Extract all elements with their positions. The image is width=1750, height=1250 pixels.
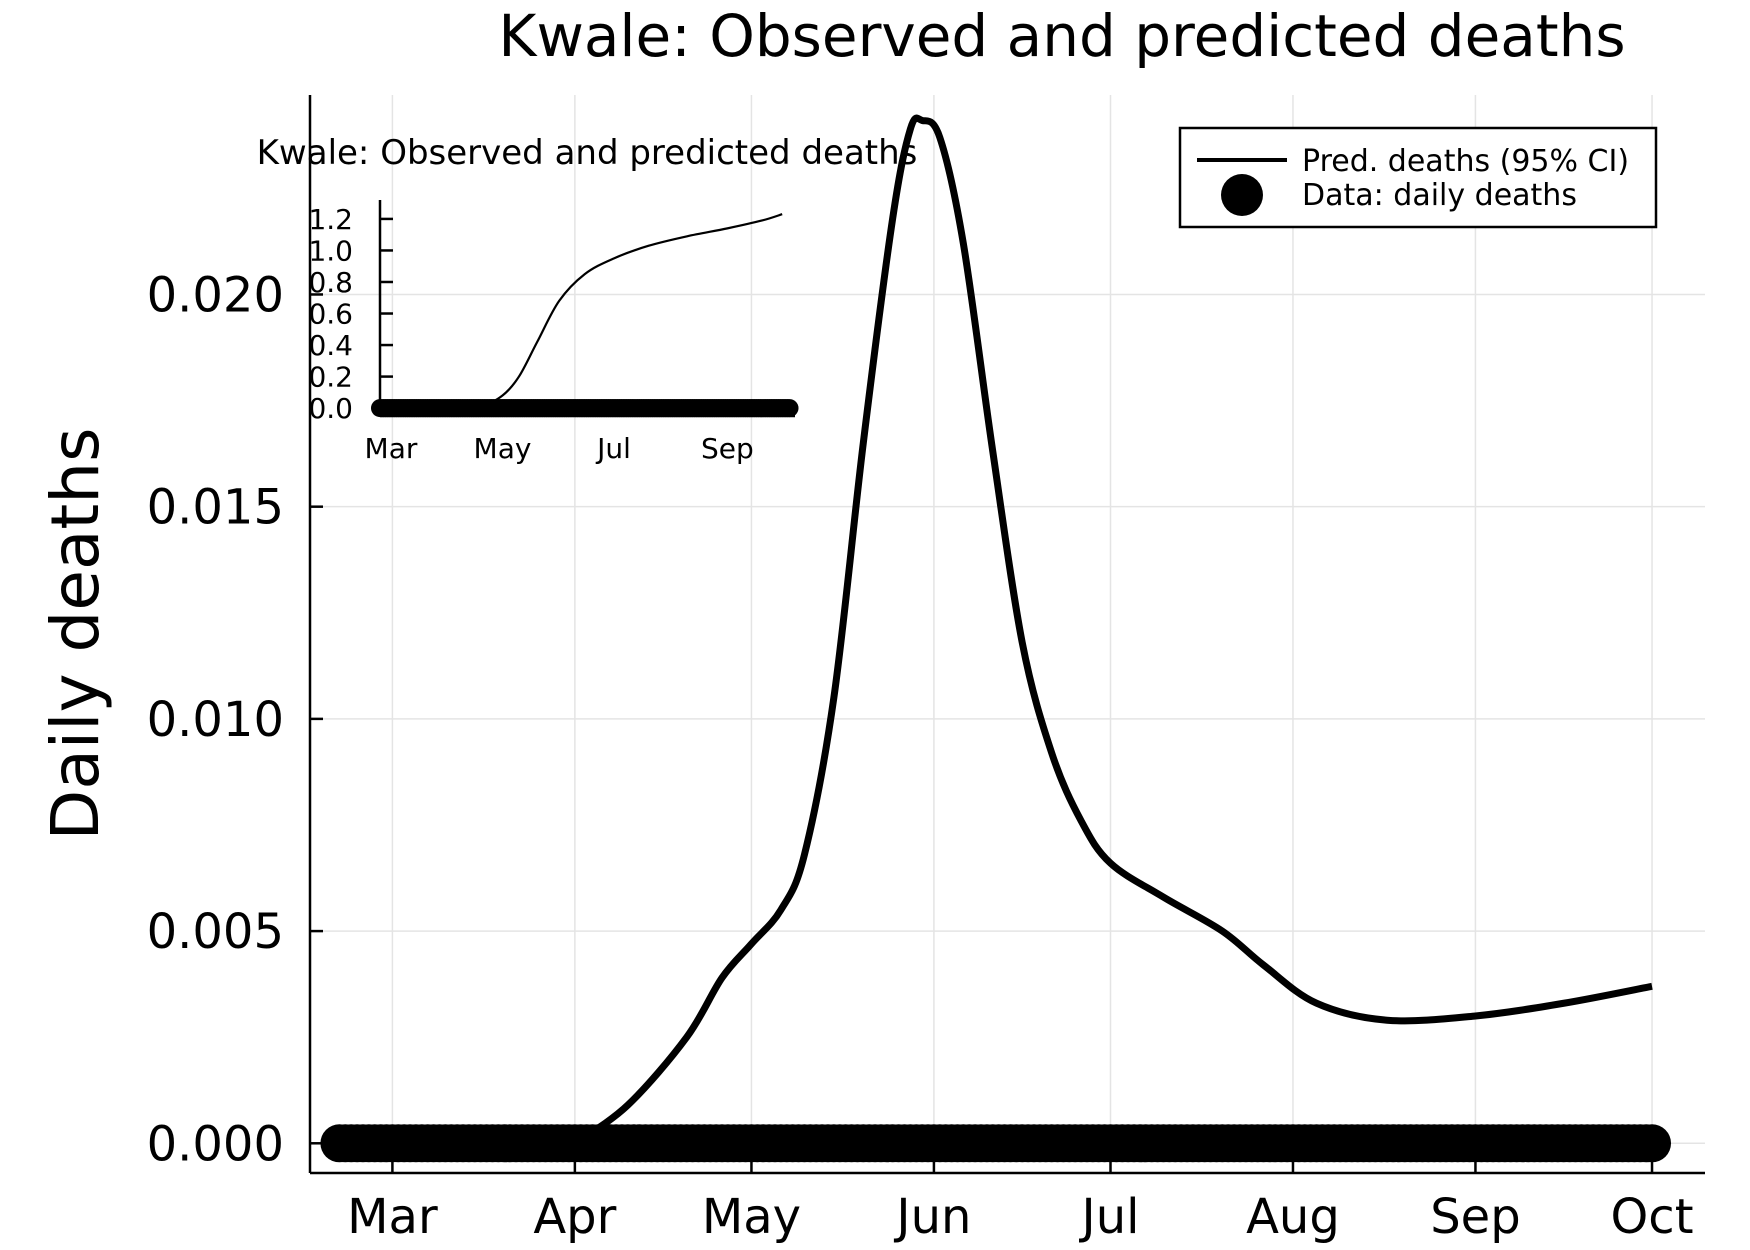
inset-y-tick-label-5: 1.0 bbox=[308, 234, 353, 267]
inset-y-tick-label-1: 0.2 bbox=[308, 361, 353, 394]
x-tick-label-sep: Sep bbox=[1430, 1189, 1520, 1245]
inset-x-tick-label-mar: Mar bbox=[365, 432, 418, 465]
inset-y-tick-label-0: 0.0 bbox=[308, 392, 353, 425]
inset-y-tick-label-6: 1.2 bbox=[308, 203, 353, 236]
chart-title: Kwale: Observed and predicted deaths bbox=[498, 2, 1625, 70]
legend: Pred. deaths (95% CI)Data: daily deaths bbox=[1178, 126, 1658, 229]
y-axis-label: Daily deaths bbox=[37, 427, 114, 840]
x-tick-label-jun: Jun bbox=[893, 1189, 971, 1245]
inset-y-tick-label-3: 0.6 bbox=[308, 298, 353, 331]
predicted-deaths-line bbox=[572, 114, 1653, 1147]
y-tick-label-0: 0.000 bbox=[147, 1116, 284, 1172]
legend-marker-swatch bbox=[1221, 174, 1263, 216]
main-plot: Mar Apr May Jun Jul Aug Sep Oct 0.000 0.005 0.010 0… bbox=[37, 2, 1705, 1245]
inset-plot: Mar May Jul Sep 0.00.20.40.60.81.01.2 Kwale: … bbox=[257, 133, 918, 465]
inset-data-point-224 bbox=[780, 399, 799, 418]
inset-observed-points bbox=[371, 399, 799, 418]
observed-deaths-points bbox=[320, 1124, 1672, 1163]
inset-x-tick-label-jul: Jul bbox=[595, 432, 631, 465]
inset-y-tick-label-2: 0.4 bbox=[308, 329, 353, 362]
legend-box bbox=[1178, 126, 1658, 229]
x-tick-label-aug: Aug bbox=[1246, 1189, 1340, 1245]
x-tick-label-apr: Apr bbox=[533, 1189, 616, 1245]
y-tick-label-4: 0.020 bbox=[147, 267, 284, 323]
x-tick-label-mar: Mar bbox=[347, 1189, 438, 1245]
inset-x-tick-label-may: May bbox=[474, 432, 532, 465]
inset-title: Kwale: Observed and predicted deaths bbox=[257, 133, 918, 173]
x-tick-label-may: May bbox=[702, 1189, 801, 1245]
legend-label-predicted: Pred. deaths (95% CI) bbox=[1302, 144, 1629, 179]
data-point-223 bbox=[1633, 1124, 1672, 1163]
x-tick-label-oct: Oct bbox=[1611, 1189, 1694, 1245]
y-tick-label-2: 0.010 bbox=[147, 692, 284, 748]
inset-cumulative-line bbox=[447, 213, 783, 410]
y-tick-label-3: 0.015 bbox=[147, 480, 284, 536]
y-tick-label-1: 0.005 bbox=[147, 904, 284, 960]
inset-y-tick-label-4: 0.8 bbox=[308, 266, 353, 299]
inset-x-tick-label-sep: Sep bbox=[701, 432, 754, 465]
x-tick-label-jul: Jul bbox=[1079, 1189, 1140, 1245]
legend-label-data: Data: daily deaths bbox=[1302, 178, 1577, 213]
